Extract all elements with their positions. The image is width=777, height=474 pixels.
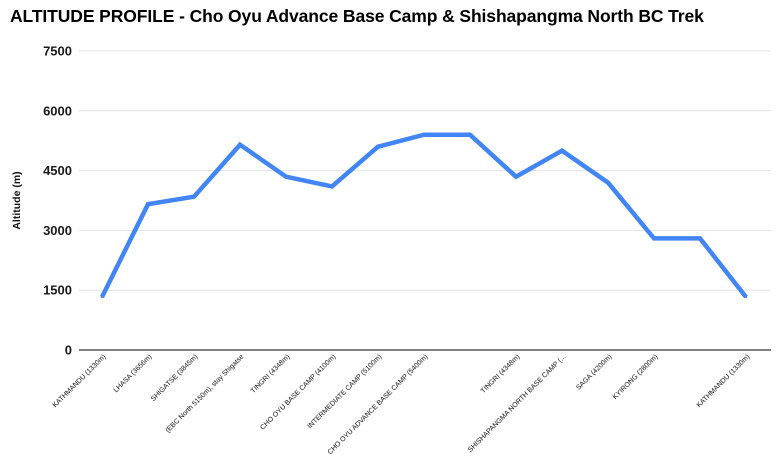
x-tick-label: CHO OYU ADVANCE BASE CAMP (5400m) [327, 353, 430, 456]
x-tick-label: SAGA (4200m) [575, 353, 613, 391]
x-tick-label: SHIGATSE (3845m) [150, 353, 199, 402]
data-point [146, 203, 150, 206]
x-axis: KATHMANDU (1330m) LHASA (3656m)SHIGATSE (… [52, 353, 752, 456]
data-point [468, 133, 472, 136]
data-point [192, 195, 196, 198]
chart-title: ALTITUDE PROFILE - Cho Oyu Advance Base … [10, 6, 704, 26]
data-point [514, 175, 518, 178]
data-point [744, 295, 748, 299]
data-point [376, 145, 380, 148]
x-tick-label: INTERMEDIATE CAMP (5100m) [307, 353, 384, 430]
x-tick-label: KATHMANDU (1330m) [696, 353, 752, 409]
data-point [652, 237, 656, 240]
series [99, 132, 748, 299]
x-tick-label: CHO OYU BASE CAMP (4100m) [259, 353, 337, 431]
altitude-line [99, 132, 748, 299]
data-point [284, 175, 288, 178]
data-point [606, 181, 610, 184]
x-tick-label: KYIRONG (2800m) [612, 353, 660, 401]
y-axis: 0 1500 3000 4500 6000 7500 [43, 44, 72, 358]
y-tick-label: 3000 [43, 223, 72, 238]
x-tick-label: (EBC North 5150m), stay Shigatse [165, 353, 246, 434]
data-point [330, 185, 334, 188]
data-point [422, 133, 426, 136]
y-tick-label: 4500 [43, 163, 72, 178]
data-point [100, 295, 104, 299]
data-point [238, 143, 242, 146]
x-tick-label: TINGRI (4348m) [250, 353, 292, 395]
data-point [698, 237, 702, 240]
x-tick-label: LHASA (3656m) [113, 353, 154, 394]
x-tick-label: TINGRI (4348m) [480, 353, 522, 395]
y-tick-label: 0 [65, 343, 72, 358]
y-tick-label: 6000 [43, 103, 72, 118]
y-axis-label: Altitude (m) [11, 171, 23, 229]
x-tick-label: KATHMANDU (1330m) [52, 353, 108, 409]
y-tick-label: 7500 [43, 44, 72, 59]
y-tick-label: 1500 [43, 283, 72, 298]
data-point [560, 149, 564, 152]
grid [79, 50, 771, 351]
x-tick-label: SHISHAPANGMA NORTH BASE CAMP (... [467, 353, 567, 453]
